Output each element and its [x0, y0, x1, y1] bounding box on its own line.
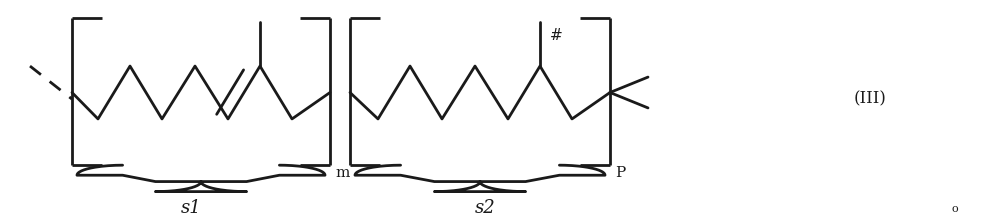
Text: s2: s2	[475, 199, 495, 217]
Text: s1: s1	[181, 199, 201, 217]
Text: #: #	[550, 28, 563, 43]
Text: m: m	[335, 166, 349, 180]
Text: (III): (III)	[854, 91, 886, 108]
Text: o: o	[952, 204, 958, 214]
Text: P: P	[615, 166, 625, 180]
